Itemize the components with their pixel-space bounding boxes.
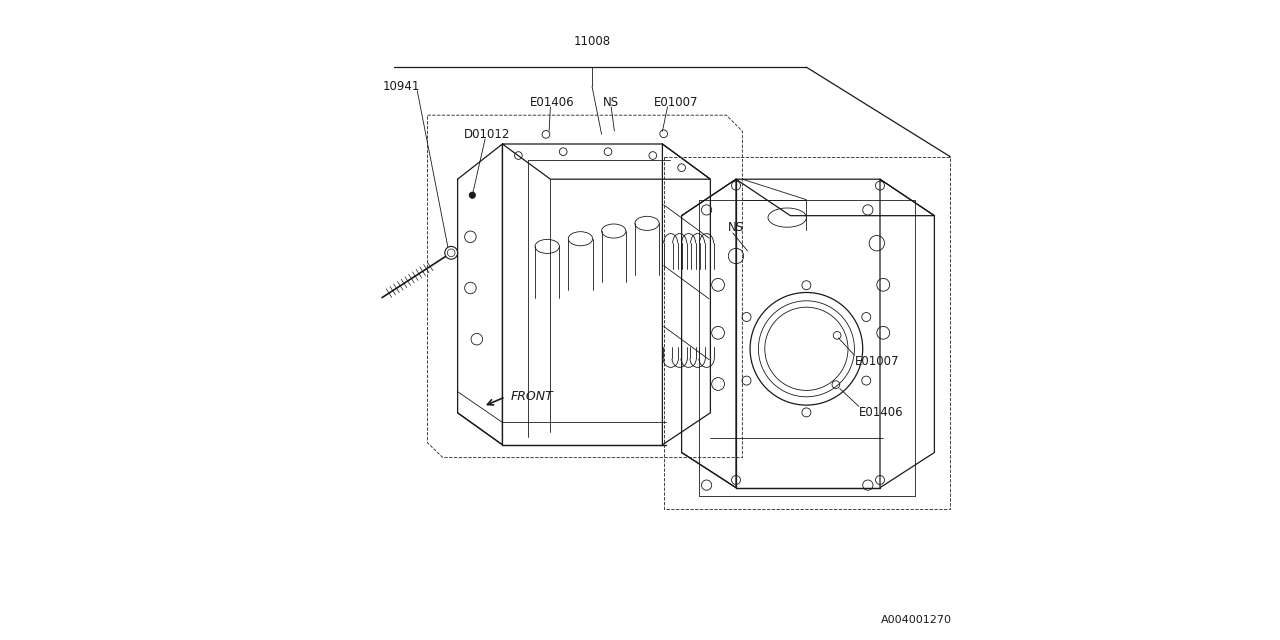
Text: FRONT: FRONT xyxy=(511,390,553,403)
Text: 11008: 11008 xyxy=(573,35,611,48)
Circle shape xyxy=(470,192,476,198)
Text: NS: NS xyxy=(728,221,745,234)
Circle shape xyxy=(445,246,458,259)
Circle shape xyxy=(448,249,456,257)
Text: NS: NS xyxy=(603,96,620,109)
Text: A004001270: A004001270 xyxy=(882,614,952,625)
Text: E01406: E01406 xyxy=(859,406,904,419)
Text: E01007: E01007 xyxy=(654,96,698,109)
Text: D01012: D01012 xyxy=(465,128,511,141)
Text: 10941: 10941 xyxy=(383,80,420,93)
Text: E01007: E01007 xyxy=(855,355,899,368)
Text: E01406: E01406 xyxy=(530,96,575,109)
